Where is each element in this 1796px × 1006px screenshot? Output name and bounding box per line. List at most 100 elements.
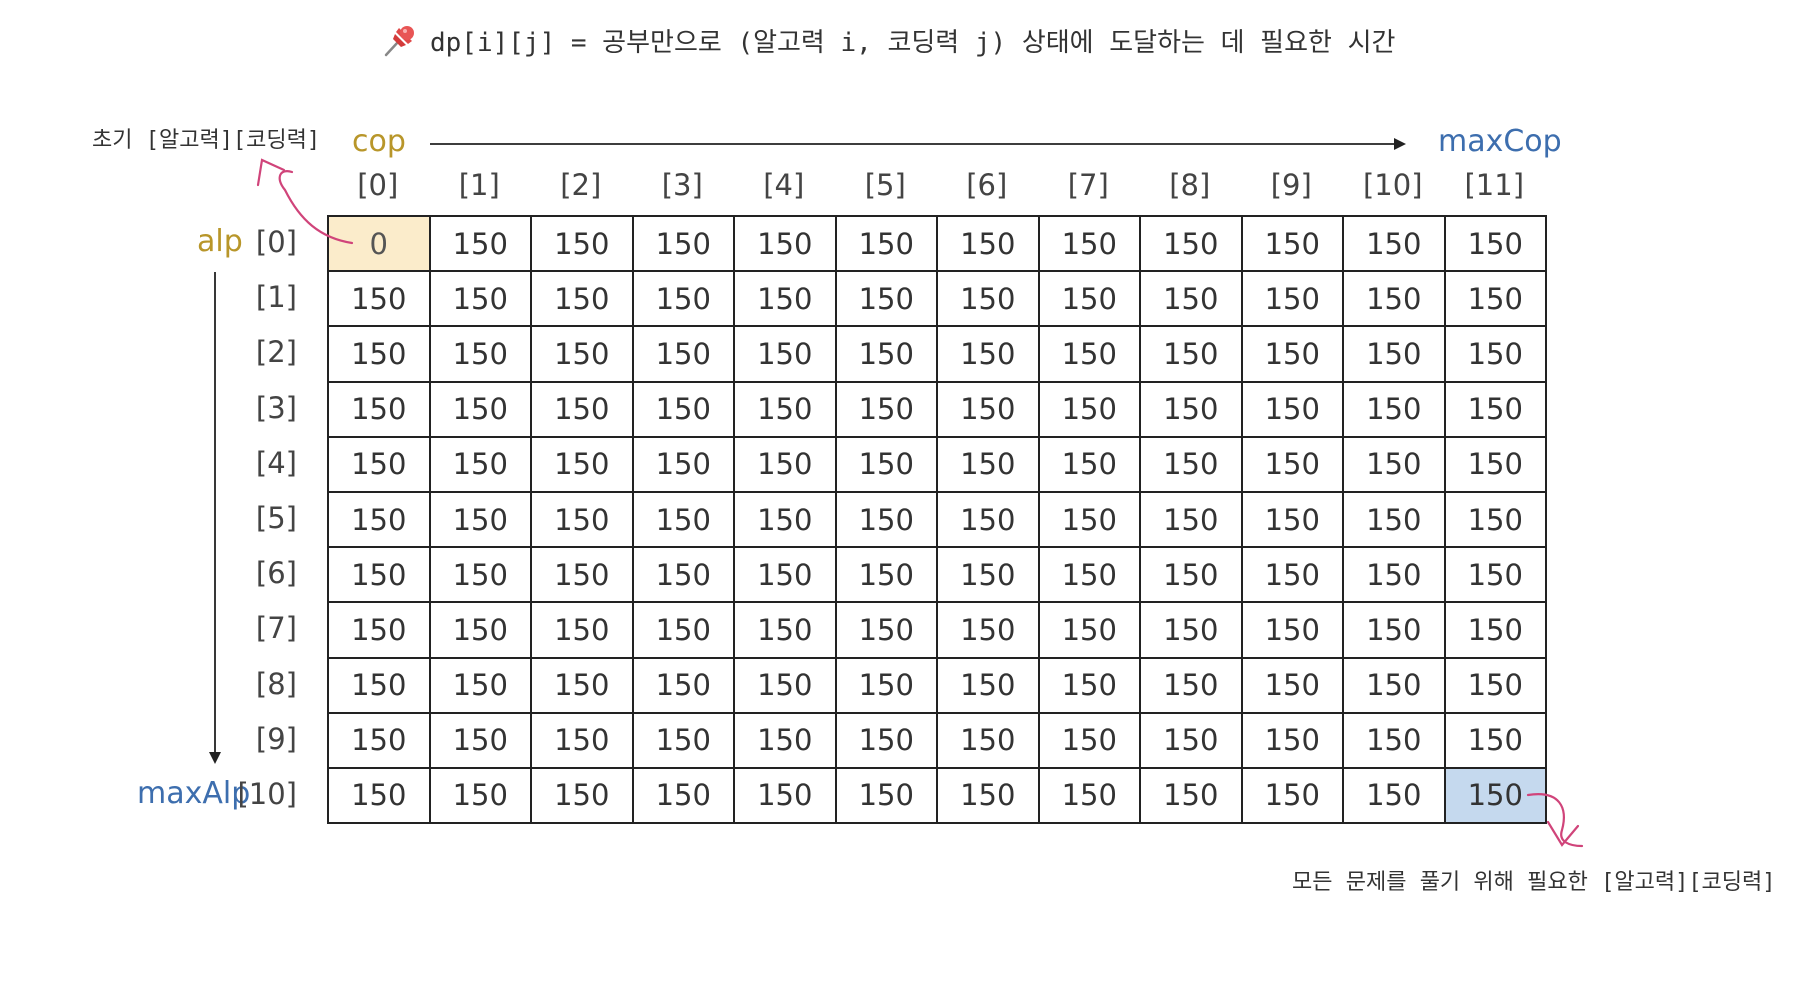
dp-cell: 150 xyxy=(1242,548,1344,604)
dp-cell: 150 xyxy=(532,217,634,273)
dp-cell: 150 xyxy=(1445,658,1547,714)
dp-cell: 150 xyxy=(633,327,735,383)
dp-cell: 150 xyxy=(735,327,837,383)
dp-cell: 150 xyxy=(1344,327,1446,383)
dp-cell: 150 xyxy=(1039,492,1141,549)
dp-cell: 150 xyxy=(532,382,634,438)
column-index-label: [4] xyxy=(763,168,805,202)
dp-cell: 150 xyxy=(938,768,1040,825)
column-index-label: [10] xyxy=(1362,168,1423,202)
dp-cell: 150 xyxy=(1242,603,1344,659)
dp-cell: 150 xyxy=(735,603,837,659)
dp-cell: 150 xyxy=(329,437,431,493)
dp-cell: 150 xyxy=(938,382,1040,438)
dp-cell: 150 xyxy=(836,382,938,438)
dp-cell: 150 xyxy=(1141,658,1243,714)
dp-cell: 150 xyxy=(1039,713,1141,769)
dp-cell: 150 xyxy=(1242,713,1344,769)
dp-cell: 150 xyxy=(735,492,837,549)
dp-cell: 150 xyxy=(836,327,938,383)
dp-cell: 150 xyxy=(938,658,1040,714)
dp-cell: 150 xyxy=(1039,548,1141,604)
dp-cell: 150 xyxy=(633,603,735,659)
dp-cell: 150 xyxy=(1242,217,1344,273)
dp-cell: 150 xyxy=(1344,437,1446,493)
dp-cell: 150 xyxy=(1445,327,1547,383)
dp-cell: 150 xyxy=(532,713,634,769)
column-index-label: [9] xyxy=(1270,168,1312,202)
dp-cell: 150 xyxy=(633,437,735,493)
row-index-label: [8] xyxy=(255,666,297,701)
dp-cell: 150 xyxy=(1445,492,1547,549)
dp-cell: 150 xyxy=(633,382,735,438)
column-index-label: [3] xyxy=(661,168,703,202)
dp-cell: 150 xyxy=(1242,382,1344,438)
dp-cell: 150 xyxy=(938,217,1040,273)
dp-cell: 150 xyxy=(836,272,938,328)
dp-cell: 150 xyxy=(633,217,735,273)
dp-cell: 150 xyxy=(1141,492,1243,549)
dp-cell: 150 xyxy=(430,217,532,273)
dp-cell: 150 xyxy=(430,548,532,604)
goal-state-note: 모든 문제를 풀기 위해 필요한 [알고력][코딩력] xyxy=(1292,870,1776,895)
dp-cell: 150 xyxy=(430,492,532,549)
column-index-label: [0] xyxy=(357,168,399,202)
dp-cell: 150 xyxy=(836,217,938,273)
dp-cell: 150 xyxy=(532,492,634,549)
row-index-label: [7] xyxy=(255,611,297,646)
dp-cell: 150 xyxy=(633,658,735,714)
row-index-label: [9] xyxy=(255,721,297,756)
dp-cell: 150 xyxy=(1445,548,1547,604)
dp-cell: 150 xyxy=(938,548,1040,604)
row-index-label: [5] xyxy=(255,501,297,535)
dp-cell: 150 xyxy=(735,382,837,438)
dp-cell: 150 xyxy=(1039,217,1141,273)
dp-cell: 150 xyxy=(735,768,837,825)
row-index-label: [6] xyxy=(255,556,297,591)
dp-cell: 150 xyxy=(633,548,735,604)
dp-cell: 150 xyxy=(1141,382,1243,438)
dp-cell: 150 xyxy=(430,603,532,659)
dp-cell: 150 xyxy=(938,437,1040,493)
dp-cell: 150 xyxy=(836,548,938,604)
dp-cell: 150 xyxy=(1344,768,1446,825)
row-index-label: [2] xyxy=(255,335,297,370)
dp-cell: 150 xyxy=(735,217,837,273)
dp-cell: 150 xyxy=(836,768,938,825)
dp-cell: 150 xyxy=(1141,327,1243,383)
dp-cell: 150 xyxy=(532,272,634,328)
dp-cell: 150 xyxy=(430,437,532,493)
row-index-label: [3] xyxy=(255,390,297,425)
title-text: dp[i][j] = 공부만으로 (알고력 i, 코딩력 j) 상태에 도달하는… xyxy=(430,27,1396,58)
dp-cell: 150 xyxy=(532,437,634,493)
dp-cell: 150 xyxy=(1242,272,1344,328)
dp-cell: 150 xyxy=(1344,382,1446,438)
dp-cell: 150 xyxy=(329,272,431,328)
dp-cell: 150 xyxy=(735,272,837,328)
column-index-label: [8] xyxy=(1169,168,1211,202)
dp-cell: 150 xyxy=(1039,327,1141,383)
dp-cell: 150 xyxy=(836,713,938,769)
dp-cell: 150 xyxy=(836,603,938,659)
dp-cell: 150 xyxy=(1141,272,1243,328)
row-index-label: [0] xyxy=(255,225,297,259)
dp-cell: 150 xyxy=(1344,548,1446,604)
max-alp-label: maxAlp xyxy=(137,776,251,811)
dp-cell: 150 xyxy=(329,327,431,383)
dp-cell: 150 xyxy=(1141,548,1243,604)
dp-cell: 150 xyxy=(1344,658,1446,714)
row-index-label: [10] xyxy=(237,777,297,811)
dp-cell: 150 xyxy=(1039,437,1141,493)
dp-cell: 150 xyxy=(430,327,532,383)
dp-cell: 150 xyxy=(1242,327,1344,383)
dp-cell: 150 xyxy=(1141,713,1243,769)
dp-cell: 150 xyxy=(938,713,1040,769)
pushpin-icon xyxy=(384,26,414,57)
dp-cell: 150 xyxy=(1141,603,1243,659)
dp-cell: 150 xyxy=(633,713,735,769)
diagram-title: dp[i][j] = 공부만으로 (알고력 i, 코딩력 j) 상태에 도달하는… xyxy=(380,20,1395,60)
dp-cell: 150 xyxy=(1445,437,1547,493)
dp-cell: 150 xyxy=(329,713,431,769)
dp-cell: 150 xyxy=(430,768,532,825)
row-index-label: [1] xyxy=(255,280,297,315)
